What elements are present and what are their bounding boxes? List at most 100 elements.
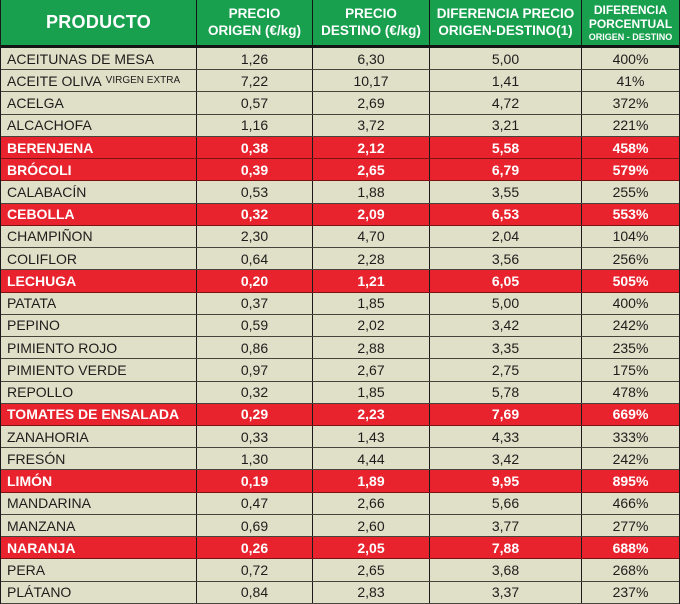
price-origin-value: 0,33 [197,425,313,448]
table-row: REPOLLO 0,32 1,85 5,78 478% [1,381,679,404]
product-cell: ACELGA [1,92,197,114]
price-destination-value: 2,02 [313,314,430,337]
price-destination-value: 2,83 [313,581,430,603]
product-name: CALABACÍN [7,184,87,201]
table-row: TOMATES DE ENSALADA 0,29 2,23 7,69 669% [1,403,679,426]
price-origin-value: 7,22 [197,70,313,92]
price-origin-value: 0,38 [197,136,313,159]
product-name: LECHUGA [7,272,77,289]
table-row: ACEITE OLIVA VIRGEN EXTRA 7,22 10,17 1,4… [1,70,679,93]
table-header-row: PRODUCTO PRECIO ORIGEN (€/kg) PRECIO DES… [1,0,679,48]
price-difference-value: 9,95 [430,470,582,492]
price-destination-value: 2,28 [313,248,430,270]
product-name: FRESÓN [7,450,66,467]
percent-difference-value: 669% [612,406,649,423]
price-difference-value: 7,69 [430,403,582,425]
price-origin-value: 0,47 [197,492,313,514]
table-row: FRESÓN 1,30 4,44 3,42 242% [1,448,679,471]
product-name: PLÁTANO [7,584,72,601]
percent-difference-value: 104% [612,228,649,245]
product-name: MANDARINA [7,495,92,512]
product-cell: FRESÓN [1,448,197,470]
product-name: TOMATES DE ENSALADA [7,406,180,423]
price-origin-value: 0,69 [197,514,313,537]
header-price-difference: DIFERENCIA PRECIO ORIGEN-DESTINO(1) [430,0,582,45]
price-difference-value: 7,88 [430,537,582,559]
product-cell: BRÓCOLI [1,159,197,181]
price-difference-value: 5,00 [430,48,582,70]
header-product-label: PRODUCTO [45,11,152,32]
product-cell: MANZANA [1,514,197,537]
percent-difference-value: 235% [612,339,649,356]
percent-difference-value: 255% [612,184,649,201]
product-name: COLIFLOR [7,250,78,267]
product-cell: NARANJA [1,537,197,559]
price-origin-value: 0,57 [197,92,313,114]
product-name: PATATA [7,295,57,312]
percent-difference-value: 458% [612,139,649,156]
price-destination-value: 3,72 [313,114,430,136]
price-origin-value: 0,20 [197,270,313,292]
price-destination-value: 2,60 [313,514,430,537]
table-row: LIMÓN 0,19 1,89 9,95 895% [1,470,679,493]
price-difference-value: 6,05 [430,270,582,292]
percent-difference-value: 400% [612,295,649,312]
price-destination-value: 1,21 [313,270,430,292]
product-name: PEPINO [7,317,60,334]
product-name: BRÓCOLI [7,161,72,178]
price-difference-value: 3,56 [430,248,582,270]
product-name: ACEITE OLIVA [7,72,102,89]
product-cell: COLIFLOR [1,248,197,270]
product-cell: PERA [1,559,197,581]
product-name: PIMIENTO ROJO [7,339,118,356]
price-destination-value: 10,17 [313,70,430,92]
price-origin-value: 2,30 [197,225,313,248]
price-origin-value: 0,86 [197,337,313,359]
product-cell: LIMÓN [1,470,197,492]
product-name-suffix: VIRGEN EXTRA [105,75,181,87]
percent-difference-value: 579% [612,161,649,178]
table-row: PEPINO 0,59 2,02 3,42 242% [1,314,679,338]
price-origin-value: 0,37 [197,292,313,314]
price-destination-value: 1,43 [313,425,430,448]
price-difference-value: 1,41 [430,70,582,92]
price-origin-value: 0,39 [197,159,313,181]
product-name: PIMIENTO VERDE [7,361,127,378]
product-cell: TOMATES DE ENSALADA [1,403,197,425]
price-difference-value: 2,04 [430,225,582,248]
price-origin-value: 0,32 [197,203,313,225]
product-cell: CEBOLLA [1,203,197,225]
table-row: ACEITUNAS DE MESA 1,26 6,30 5,00 400% [1,48,679,71]
percent-difference-value: 268% [612,562,649,578]
product-cell: ALCACHOFA [1,114,197,136]
price-difference-value: 3,68 [430,559,582,581]
price-origin-value: 0,59 [197,314,313,337]
product-cell: PLÁTANO [1,581,197,603]
table-row: PATATA 0,37 1,85 5,00 400% [1,292,679,315]
table-row: CEBOLLA 0,32 2,09 6,53 553% [1,203,679,226]
price-destination-value: 2,65 [313,559,430,581]
table-row: PERA 0,72 2,65 3,68 268% [1,559,679,582]
table-row: COLIFLOR 0,64 2,28 3,56 256% [1,248,679,271]
price-origin-value: 0,72 [197,559,313,581]
product-cell: ZANAHORIA [1,425,197,448]
table-row: PLÁTANO 0,84 2,83 3,37 237% [1,581,679,604]
table-row: CHAMPIÑON 2,30 4,70 2,04 104% [1,225,679,249]
table-row: MANDARINA 0,47 2,66 5,66 466% [1,492,679,515]
price-difference-value: 5,58 [430,136,582,159]
percent-difference-value: 237% [612,584,649,601]
price-origin-value: 1,30 [197,448,313,470]
price-difference-value: 5,00 [430,292,582,314]
price-difference-value: 4,33 [430,425,582,448]
product-cell: MANDARINA [1,492,197,514]
product-name: MANZANA [7,517,76,534]
percent-difference-value: 466% [612,495,649,512]
table-row: ALCACHOFA 1,16 3,72 3,21 221% [1,114,679,137]
price-difference-value: 5,66 [430,492,582,514]
percent-difference-value: 505% [612,272,649,289]
product-cell: BERENJENA [1,136,197,159]
price-difference-value: 2,75 [430,359,582,381]
percent-difference-value: 688% [612,539,649,556]
price-origin-value: 0,19 [197,470,313,492]
